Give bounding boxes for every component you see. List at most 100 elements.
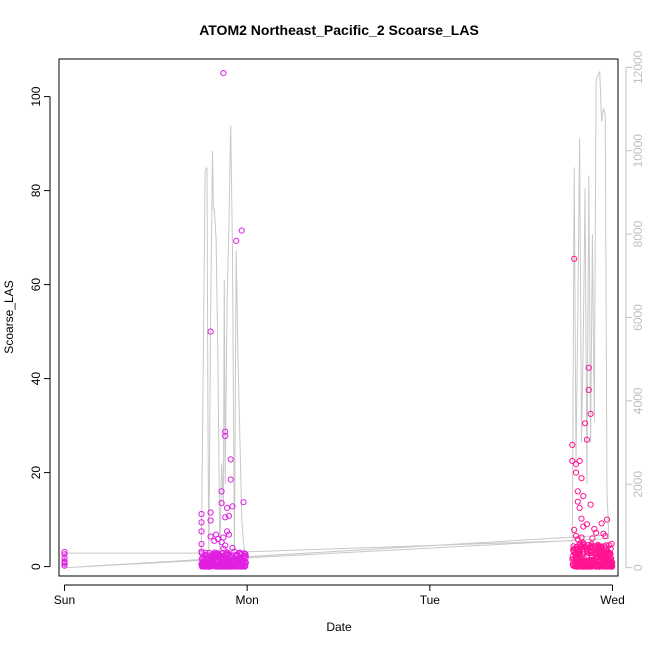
- y-tick-label: 60: [29, 278, 43, 292]
- data-point: [198, 519, 205, 526]
- data-point: [585, 541, 592, 549]
- data-point: [242, 550, 249, 558]
- data-point: [580, 493, 587, 500]
- data-point: [570, 546, 577, 554]
- y2-tick-label: 8000: [631, 220, 645, 247]
- x-tick-label: Wed: [600, 593, 624, 607]
- data-point: [574, 498, 581, 505]
- data-point: [569, 553, 576, 560]
- data-point: [207, 517, 214, 524]
- data-point: [604, 563, 611, 570]
- data-point: [227, 476, 234, 483]
- data-point: [218, 500, 225, 507]
- data-point: [608, 562, 615, 569]
- data-point: [225, 551, 232, 559]
- data-point: [225, 512, 232, 519]
- data-point: [220, 545, 227, 552]
- data-point: [595, 543, 602, 550]
- data-point: [592, 562, 599, 570]
- data-point: [61, 551, 68, 558]
- data-point: [61, 562, 68, 569]
- data-point: [600, 543, 608, 550]
- plot-frame: [58, 58, 619, 577]
- data-point: [587, 501, 594, 508]
- data-point: [222, 432, 229, 439]
- data-point: [212, 562, 219, 569]
- data-point: [241, 563, 248, 570]
- data-point: [198, 510, 205, 518]
- y-tick-label: 100: [29, 86, 43, 106]
- data-point: [214, 556, 221, 563]
- data-point: [214, 535, 221, 543]
- data-point: [224, 504, 231, 511]
- data-point: [582, 420, 589, 427]
- data-point: [200, 553, 207, 560]
- data-point: [587, 410, 594, 417]
- x-tick-label: Mon: [235, 593, 258, 607]
- plot-area: [61, 70, 616, 570]
- data-point: [572, 461, 580, 468]
- data-point: [198, 540, 205, 548]
- data-point: [600, 554, 607, 561]
- data-point: [229, 503, 236, 510]
- data-point: [61, 559, 68, 566]
- data-point: [585, 386, 592, 393]
- data-point: [574, 563, 581, 570]
- data-point: [603, 516, 611, 523]
- y2-tick-label: 2000: [631, 471, 645, 498]
- data-point: [574, 488, 581, 495]
- data-point: [585, 364, 592, 371]
- data-point: [198, 528, 205, 535]
- data-point: [211, 537, 218, 544]
- data-point: [569, 441, 576, 448]
- data-point: [236, 554, 243, 561]
- data-point: [224, 528, 231, 535]
- data-point: [576, 457, 583, 464]
- y2-tick-label: 0: [631, 564, 645, 571]
- data-point: [578, 534, 585, 541]
- data-point: [219, 562, 226, 570]
- data-point: [596, 548, 603, 555]
- data-point: [589, 548, 596, 555]
- y-tick-label: 0: [29, 563, 43, 570]
- data-point: [596, 563, 603, 570]
- data-point: [605, 550, 613, 557]
- data-point: [572, 469, 580, 476]
- data-point: [203, 561, 211, 568]
- data-point: [207, 533, 214, 540]
- data-point: [580, 540, 587, 547]
- y2-tick-label: 6000: [631, 304, 645, 331]
- data-point: [233, 563, 240, 570]
- data-point: [61, 548, 68, 556]
- y-tick-label: 80: [29, 184, 43, 198]
- data-point: [218, 488, 225, 495]
- data-point: [576, 546, 583, 554]
- data-point: [589, 535, 596, 542]
- data-point: [216, 562, 223, 570]
- axes: Sun Mon Tue Wed 0 20 40 60 80 100 0 2000 4000 6000 800…: [29, 50, 645, 607]
- data-point: [61, 555, 68, 562]
- data-point: [578, 475, 585, 482]
- data-point: [224, 562, 231, 569]
- data-point: [225, 555, 232, 562]
- data-point: [578, 515, 585, 522]
- x-tick-label: Tue: [420, 593, 441, 607]
- plot-inner: [61, 70, 616, 570]
- y-tick-label: 20: [29, 466, 43, 480]
- data-point: [207, 328, 214, 335]
- data-point: [231, 548, 238, 555]
- data-point: [222, 428, 229, 435]
- data-point: [233, 237, 240, 244]
- data-point: [570, 543, 577, 550]
- data-point: [222, 514, 229, 521]
- data-point: [569, 457, 576, 464]
- data-point: [222, 542, 229, 549]
- data-point: [220, 70, 227, 77]
- chart-title: ATOM2 Northeast_Pacific_2 Scoarse_LAS: [199, 22, 479, 38]
- data-point: [598, 520, 605, 527]
- data-point: [588, 563, 595, 570]
- y2-tick-label: 12000: [631, 50, 645, 84]
- data-point: [608, 555, 615, 562]
- data-point: [602, 532, 609, 540]
